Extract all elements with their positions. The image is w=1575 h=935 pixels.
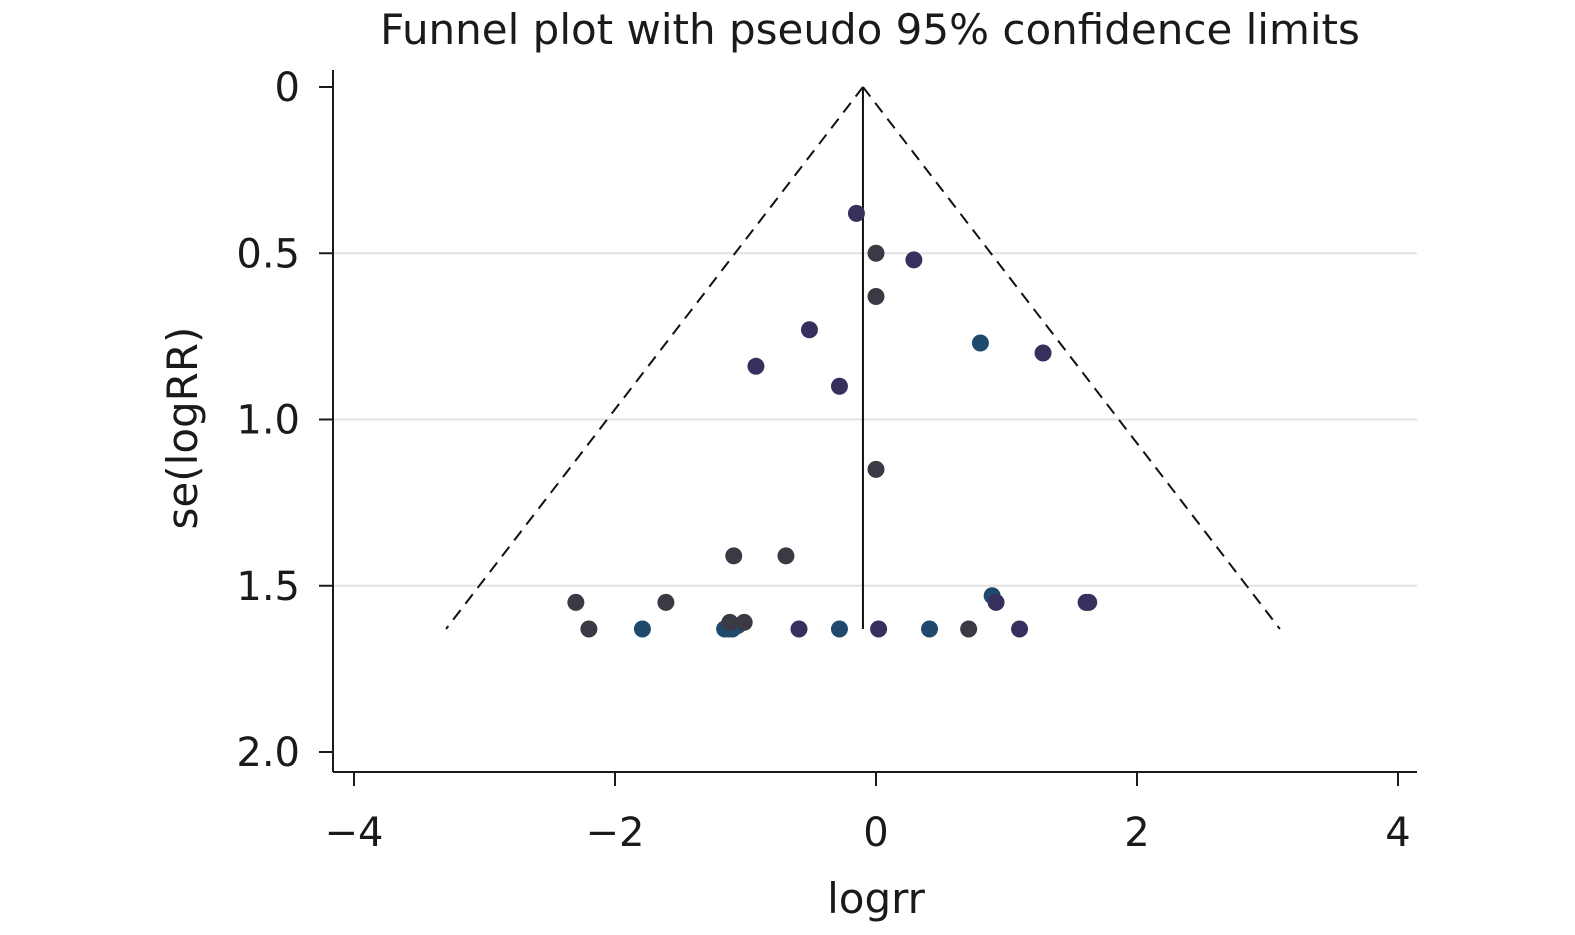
data-point bbox=[905, 251, 923, 269]
axes: 0 0.5 1.0 1.5 2.0 −4 −2 0 2 4 bbox=[236, 65, 1417, 856]
data-point bbox=[790, 620, 808, 638]
x-tick-label: −4 bbox=[325, 810, 384, 856]
data-point bbox=[657, 593, 675, 611]
y-tick-label: 0 bbox=[275, 65, 300, 111]
data-point bbox=[721, 613, 739, 631]
y-tick-label: 2.0 bbox=[236, 730, 300, 776]
x-tick-label: 2 bbox=[1124, 810, 1149, 856]
x-tick-label: −2 bbox=[586, 810, 645, 856]
x-axis-label: logrr bbox=[827, 874, 926, 923]
data-point bbox=[633, 620, 651, 638]
x-tick-label: 4 bbox=[1385, 810, 1410, 856]
data-point bbox=[847, 204, 865, 222]
data-point bbox=[1034, 344, 1052, 362]
data-point bbox=[870, 620, 888, 638]
y-axis-label: se(logRR) bbox=[158, 327, 207, 530]
y-tick-label: 1.5 bbox=[236, 564, 300, 610]
data-point bbox=[867, 287, 885, 305]
data-point bbox=[971, 334, 989, 352]
data-point bbox=[567, 593, 585, 611]
data-points bbox=[567, 204, 1098, 638]
data-point bbox=[747, 357, 765, 375]
data-point bbox=[735, 613, 753, 631]
data-point bbox=[725, 547, 743, 565]
data-point bbox=[867, 244, 885, 262]
y-tick-label: 1.0 bbox=[236, 398, 300, 444]
y-tick-label: 0.5 bbox=[236, 231, 300, 277]
data-point bbox=[580, 620, 598, 638]
data-point bbox=[1080, 593, 1098, 611]
upper-confidence-limit-line bbox=[862, 86, 1281, 630]
lower-confidence-limit-line bbox=[445, 86, 864, 630]
chart-title: Funnel plot with pseudo 95% confidence l… bbox=[380, 5, 1360, 54]
data-point bbox=[921, 620, 939, 638]
data-point bbox=[830, 620, 848, 638]
data-point bbox=[830, 377, 848, 395]
data-point bbox=[777, 547, 795, 565]
data-point bbox=[800, 321, 818, 339]
data-point bbox=[960, 620, 978, 638]
data-point bbox=[987, 593, 1005, 611]
data-point bbox=[1011, 620, 1029, 638]
data-point bbox=[867, 460, 885, 478]
funnel-lines bbox=[445, 86, 1281, 630]
x-tick-label: 0 bbox=[863, 810, 888, 856]
